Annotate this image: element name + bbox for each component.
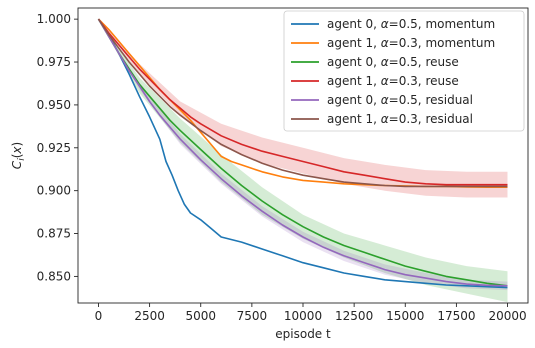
legend-label-text: =0.3, momentum	[389, 36, 495, 50]
x-axis-ticks: 0 2500 5000 7500 10000 12500 15000 17500 20000	[95, 303, 527, 323]
legend-label-5: agent 1, α=0.3, residual	[327, 112, 473, 126]
x-tick-label: 7500	[237, 309, 268, 323]
legend-label-text: =0.3, reuse	[389, 74, 459, 88]
legend-label-symbol: α	[381, 55, 389, 69]
x-tick-label: 15000	[386, 309, 424, 323]
y-tick-label: 0.900	[37, 184, 71, 198]
y-axis-label-close: )	[10, 142, 24, 147]
y-axis-ticks: 0.850 0.875 0.900 0.925 0.950 0.975 1.000	[37, 12, 78, 283]
legend-label-symbol: α	[381, 93, 389, 107]
legend-label-text: agent 1,	[327, 112, 381, 126]
series-line-5	[97, 18, 508, 188]
series-line-2	[97, 18, 508, 287]
legend-label-text: agent 0,	[327, 17, 381, 31]
y-axis-label-rest: (	[10, 154, 24, 159]
x-tick-label: 2500	[134, 309, 165, 323]
y-tick-label: 0.975	[37, 55, 71, 69]
y-axis-label-variable: x	[10, 146, 24, 155]
y-tick-label: 0.850	[37, 269, 71, 283]
series-line-0	[97, 18, 508, 289]
x-tick-label: 12500	[335, 309, 373, 323]
x-tick-label: 10000	[284, 309, 322, 323]
legend-label-0: agent 0, α=0.5, momentum	[327, 17, 495, 31]
legend-label-text: agent 0,	[327, 93, 381, 107]
x-axis-label: episode t	[275, 327, 331, 341]
series-line-3	[97, 18, 508, 186]
legend-label-text: agent 1,	[327, 36, 381, 50]
y-axis-label-subscript: i	[17, 158, 27, 161]
x-tick-label: 17500	[437, 309, 475, 323]
y-axis-label: Ci(x)	[10, 142, 27, 169]
y-tick-label: 0.925	[37, 141, 71, 155]
x-tick-label: 0	[95, 309, 103, 323]
legend-label-text: agent 0,	[327, 55, 381, 69]
legend-box	[283, 10, 525, 132]
confidence-band-0	[98, 19, 508, 303]
legend-label-4: agent 0, α=0.5, residual	[327, 93, 473, 107]
legend-label-text: =0.5, reuse	[389, 55, 459, 69]
confidence-band-2	[98, 19, 508, 291]
y-tick-label: 0.950	[37, 98, 71, 112]
legend-label-1: agent 1, α=0.3, momentum	[327, 36, 495, 50]
legend-label-3: agent 1, α=0.3, reuse	[327, 74, 459, 88]
x-tick-label: 20000	[488, 309, 526, 323]
legend-label-text: =0.3, residual	[389, 112, 473, 126]
legend-label-2: agent 0, α=0.5, reuse	[327, 55, 459, 69]
series-line-4	[97, 18, 508, 287]
legend-label-symbol: α	[381, 112, 389, 126]
y-tick-label: 0.875	[37, 227, 71, 241]
legend-label-symbol: α	[381, 17, 389, 31]
legend-label-text: =0.5, residual	[389, 93, 473, 107]
y-tick-label: 1.000	[37, 12, 71, 26]
legend-label-text: agent 1,	[327, 74, 381, 88]
legend-label-symbol: α	[381, 36, 389, 50]
x-tick-label: 5000	[185, 309, 216, 323]
y-axis-label-symbol: C	[10, 160, 24, 169]
legend-label-symbol: α	[381, 74, 389, 88]
series-lines	[97, 18, 508, 289]
legend-label-text: =0.5, momentum	[389, 17, 495, 31]
